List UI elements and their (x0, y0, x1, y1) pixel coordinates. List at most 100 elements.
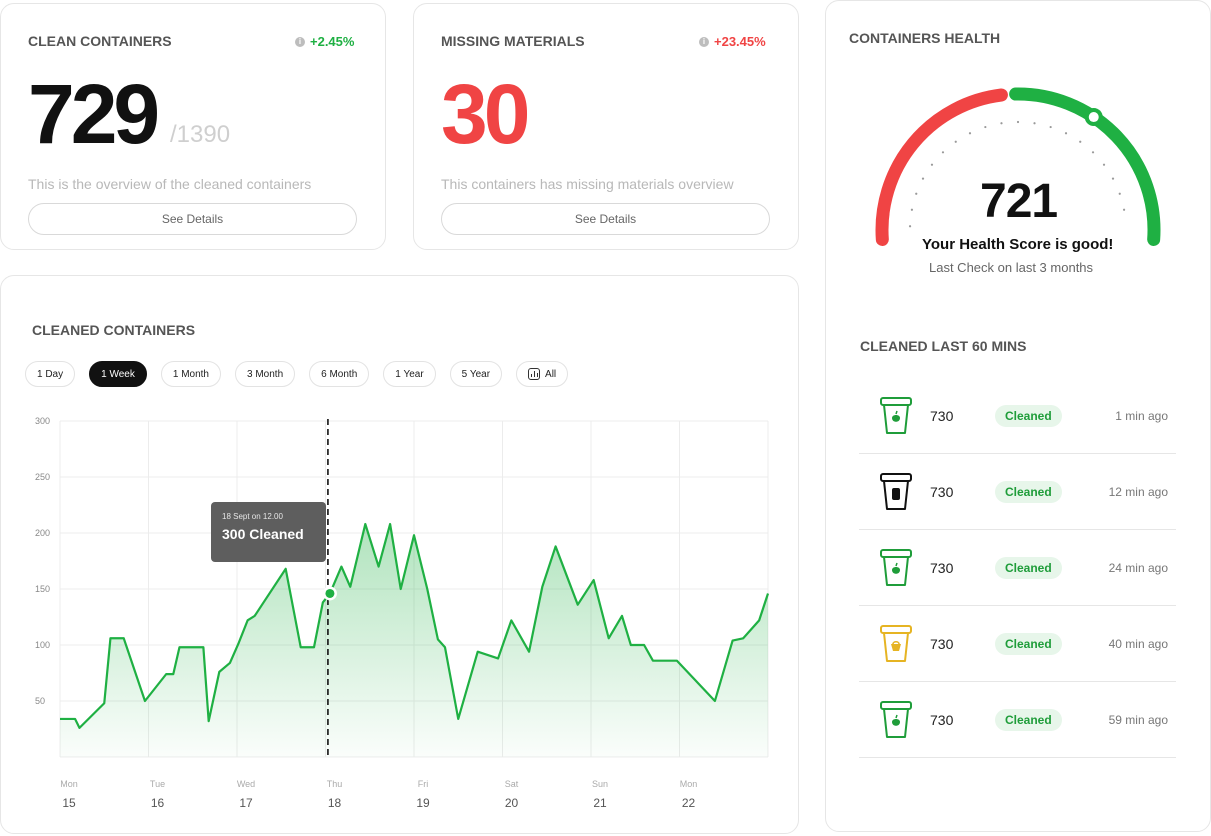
status-badge: Cleaned (995, 633, 1062, 655)
gauge-tick (1016, 120, 1020, 124)
health-title: CONTAINERS HEALTH (849, 30, 1001, 46)
gauge-tick (910, 208, 914, 211)
status-badge: Cleaned (995, 405, 1062, 427)
gauge-tick (984, 125, 987, 129)
gauge-tick (921, 177, 925, 180)
gauge-knob[interactable] (1088, 112, 1099, 123)
x-tick-date: 20 (505, 796, 519, 810)
y-tick-label: 250 (35, 472, 50, 482)
range-pill-1-day[interactable]: 1 Day (25, 361, 76, 387)
x-tick-day: Thu (327, 779, 343, 789)
range-pill-1-year[interactable]: 1 Year (383, 361, 436, 387)
gauge-good-segment (1009, 87, 1161, 246)
bar-chart-icon (528, 368, 541, 380)
x-tick-date: 17 (239, 796, 253, 810)
range-pill-label: 3 Month (247, 368, 284, 380)
range-pill-5-year[interactable]: 5 Year (449, 361, 503, 387)
gauge-tick (941, 151, 945, 154)
green-cup-icon (880, 549, 912, 586)
range-pill-label: 1 Year (395, 368, 424, 380)
gauge-tick (968, 132, 972, 135)
range-pill-all[interactable]: All (516, 361, 569, 387)
range-pill-label: 1 Month (172, 368, 209, 380)
time-range-selector: 1 Day 1 Week 1 Month 3 Month 6 Month 1 Year 5 … (25, 361, 569, 387)
list-item[interactable]: 730 Cleaned 12 min ago (859, 454, 1176, 530)
range-pill-3-month[interactable]: 3 Month (235, 361, 296, 387)
range-pill-label: 5 Year (461, 368, 491, 380)
container-id: 730 (930, 408, 954, 424)
missing-materials-delta: i +23.45% (699, 34, 766, 49)
gauge-tick (1033, 122, 1036, 125)
clean-containers-description: This is the overview of the cleaned cont… (28, 176, 312, 192)
clean-containers-title: CLEAN CONTAINERS (28, 33, 172, 49)
range-pill-label: 6 Month (321, 368, 358, 380)
container-id: 730 (930, 712, 954, 728)
highlight-point[interactable] (325, 588, 335, 598)
x-tick-day: Mon (60, 779, 78, 789)
gauge-tick (1000, 122, 1003, 125)
clean-delta-value: +2.45% (310, 34, 355, 49)
recent-title: CLEANED LAST 60 MINS (860, 338, 1027, 354)
clean-containers-delta: i +2.45% (295, 34, 354, 49)
x-tick-day: Sat (505, 779, 519, 789)
health-message: Your Health Score is good! (922, 236, 1114, 253)
series-area (60, 524, 768, 757)
x-tick-day: Tue (150, 779, 165, 789)
x-tick-date: 19 (416, 796, 430, 810)
x-tick-date: 22 (682, 796, 696, 810)
clean-containers-value: 729 (28, 67, 160, 161)
missing-materials-title: MISSING MATERIALS (441, 33, 585, 49)
missing-materials-value: 30 (441, 67, 530, 161)
info-icon[interactable]: i (295, 36, 305, 47)
timestamp: 59 min ago (1108, 713, 1168, 727)
y-tick-label: 50 (35, 696, 45, 706)
yellow-cup-icon (880, 625, 912, 662)
y-tick-label: 100 (35, 640, 50, 650)
y-tick-label: 200 (35, 528, 50, 538)
gauge-tick (1122, 208, 1126, 211)
status-badge: Cleaned (995, 709, 1062, 731)
container-id: 730 (930, 484, 954, 500)
chart-tooltip: 18 Sept on 12.00 300 Cleaned (211, 502, 326, 562)
list-item[interactable]: 730 Cleaned 24 min ago (859, 530, 1176, 606)
timestamp: 12 min ago (1108, 485, 1168, 499)
timestamp: 40 min ago (1108, 637, 1168, 651)
range-pill-1-week[interactable]: 1 Week (89, 361, 147, 387)
missing-see-details-button[interactable]: See Details (441, 203, 770, 235)
container-id: 730 (930, 560, 954, 576)
list-item[interactable]: 730 Cleaned 1 min ago (859, 378, 1176, 454)
gauge-tick (1111, 177, 1115, 180)
range-pill-label: 1 Day (37, 368, 64, 380)
green-cup-icon (880, 397, 912, 434)
health-score: 721 (980, 175, 1058, 228)
gauge-tick (1118, 192, 1121, 195)
x-tick-date: 21 (593, 796, 607, 810)
range-pill-label: All (545, 368, 557, 380)
list-item[interactable]: 730 Cleaned 40 min ago (859, 606, 1176, 682)
info-icon[interactable]: i (699, 36, 709, 47)
missing-delta-value: +23.45% (714, 34, 766, 49)
green-cup-icon (880, 701, 912, 738)
status-badge: Cleaned (995, 557, 1062, 579)
timestamp: 1 min ago (1115, 409, 1168, 423)
gauge-tick (908, 225, 912, 228)
series-line (60, 522, 770, 729)
black-cup-icon (880, 473, 912, 510)
chart-title: CLEANED CONTAINERS (32, 322, 196, 338)
x-tick-date: 15 (62, 796, 76, 810)
clean-see-details-button[interactable]: See Details (28, 203, 357, 235)
x-tick-date: 16 (151, 796, 165, 810)
x-tick-day: Mon (680, 779, 698, 789)
y-tick-label: 150 (35, 584, 50, 594)
clean-containers-total: /1390 (170, 121, 231, 148)
timestamp: 24 min ago (1108, 561, 1168, 575)
range-pill-6-month[interactable]: 6 Month (309, 361, 370, 387)
gauge-tick (1079, 140, 1082, 143)
gauge-bad-segment (875, 88, 1008, 246)
gauge-tick (1102, 163, 1106, 166)
range-pill-1-month[interactable]: 1 Month (160, 361, 221, 387)
recent-cleaned-list: 730 Cleaned 1 min ago 730 Cleaned 12 min ago 7… (859, 378, 1176, 758)
list-item[interactable]: 730 Cleaned 59 min ago (859, 682, 1176, 758)
gauge-tick (930, 163, 934, 166)
health-gauge (875, 87, 1161, 246)
